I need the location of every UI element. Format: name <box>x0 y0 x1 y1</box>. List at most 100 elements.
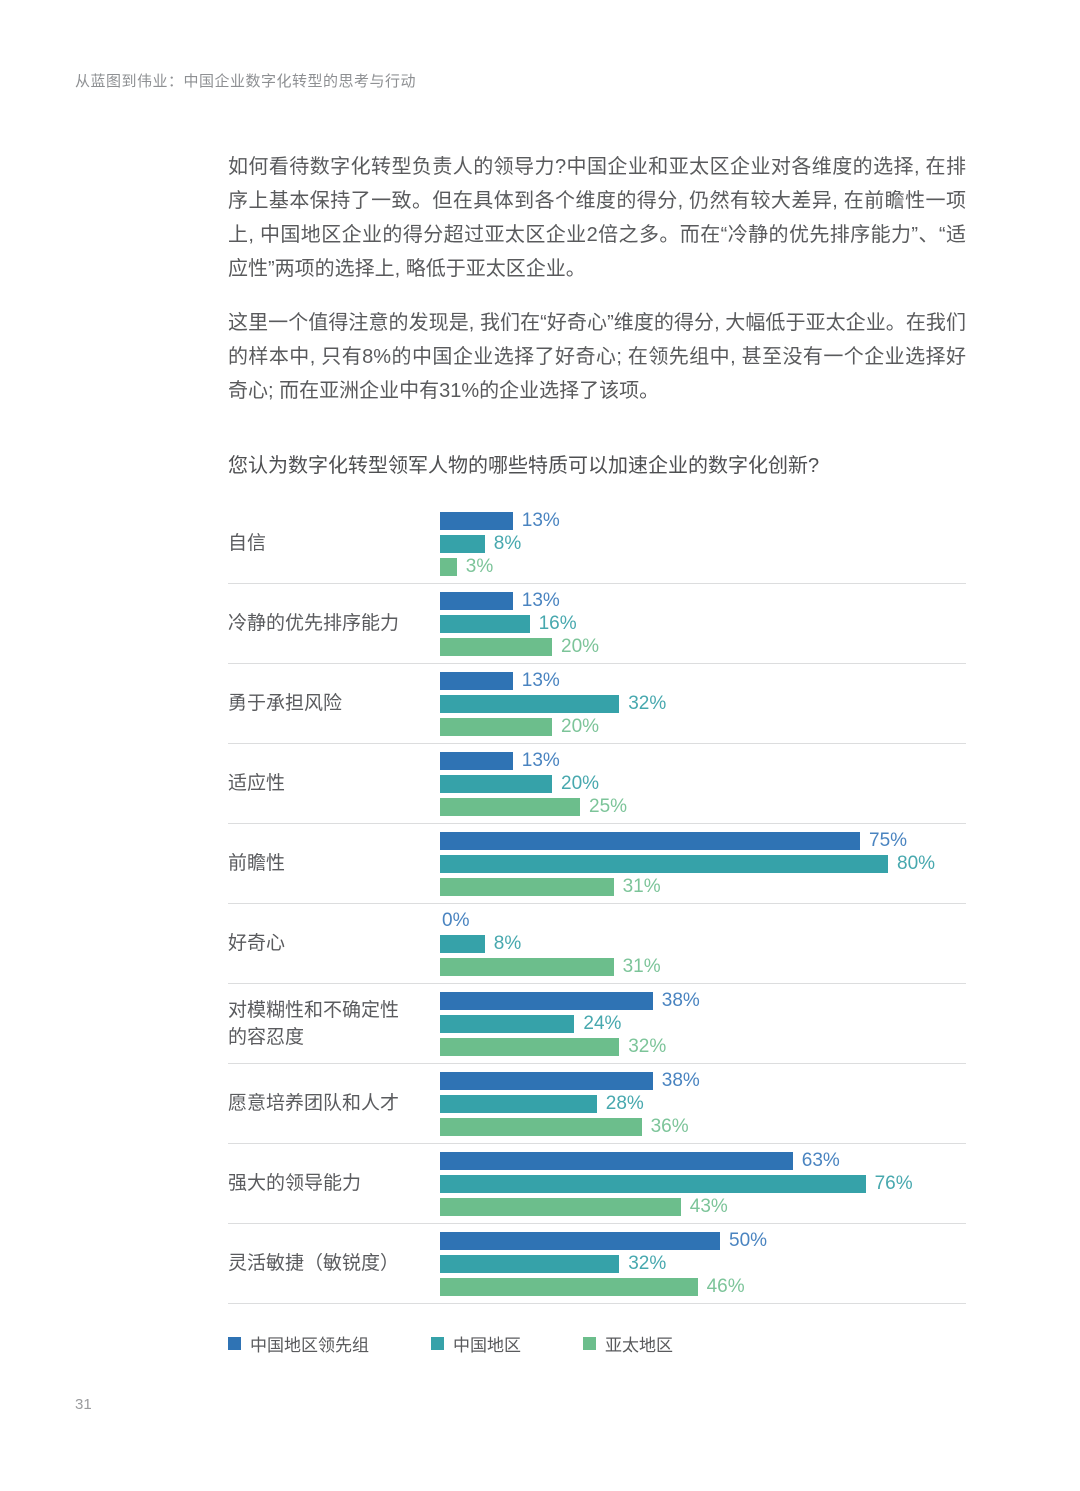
category-label: 勇于承担风险 <box>228 693 343 714</box>
bar-group: 13% 8% 3% <box>440 507 966 581</box>
category-label: 适应性 <box>228 773 286 794</box>
bar-line: 43% <box>440 1195 966 1217</box>
bar-value-label: 38% <box>661 1069 700 1091</box>
bar-value-label: 80% <box>897 852 936 874</box>
bar-series-2 <box>440 934 485 953</box>
chart-row: 勇于承担风险 13% 32% 20% <box>228 664 966 744</box>
bar-series-3 <box>440 717 552 736</box>
category-label: 冷静的优先排序能力 <box>228 613 400 634</box>
bar-line: 50% <box>440 1229 966 1251</box>
bar-line: 31% <box>440 875 966 897</box>
bar-series-2 <box>440 774 552 793</box>
bar-line: 76% <box>440 1172 966 1194</box>
bar-line: 75% <box>440 830 966 851</box>
bar-value-label: 13% <box>521 669 560 691</box>
category-label: 强大的领导能力 <box>228 1173 362 1194</box>
chart-row: 冷静的优先排序能力 13% 16% 20% <box>228 584 966 664</box>
bar-value-label: 16% <box>538 612 577 634</box>
bar-line: 13% <box>440 750 966 771</box>
bar-line: 0% <box>440 910 966 931</box>
bar-group: 13% 16% 20% <box>440 587 966 661</box>
bar-value-label: 31% <box>622 955 661 977</box>
bar-value-label: 32% <box>628 1252 667 1274</box>
bar-series-1 <box>440 1151 793 1170</box>
bar-group: 38% 24% 32% <box>440 987 966 1061</box>
legend-swatch <box>431 1337 444 1350</box>
bar-value-label: 43% <box>689 1195 728 1217</box>
bar-series-2 <box>440 1014 575 1033</box>
bar-series-3 <box>440 797 580 816</box>
bar-series-3 <box>440 1117 642 1136</box>
bar-series-3 <box>440 1277 698 1296</box>
category-label: 愿意培养团队和人才 <box>228 1093 400 1114</box>
category-label: 好奇心 <box>228 933 286 954</box>
bar-line: 32% <box>440 1252 966 1274</box>
bar-series-3 <box>440 877 614 896</box>
category-label: 灵活敏捷（敏锐度） <box>228 1253 400 1274</box>
legend-item: 亚太地区 <box>583 1331 673 1356</box>
category-label: 对模糊性和不确定性的容忍度 <box>228 999 400 1048</box>
legend-label: 亚太地区 <box>605 1336 673 1355</box>
bar-line: 20% <box>440 772 966 794</box>
bar-group: 63% 76% 43% <box>440 1147 966 1221</box>
bar-line: 25% <box>440 795 966 817</box>
bar-value-label: 13% <box>521 589 560 611</box>
bar-value-label: 31% <box>622 875 661 897</box>
bar-value-label: 8% <box>493 932 522 954</box>
bar-line: 13% <box>440 589 966 611</box>
bar-line: 38% <box>440 989 966 1011</box>
bar-group: 13% 20% 25% <box>440 747 966 821</box>
bar-value-label: 24% <box>583 1012 622 1034</box>
bar-series-1 <box>440 1231 720 1250</box>
bar-value-label: 76% <box>874 1172 913 1194</box>
chart-legend: 中国地区领先组 中国地区 亚太地区 <box>228 1331 966 1356</box>
category-label: 前瞻性 <box>228 853 286 874</box>
bar-value-label: 3% <box>465 555 494 577</box>
bar-series-3 <box>440 957 614 976</box>
bar-line: 32% <box>440 1035 966 1057</box>
bar-chart: 自信 13% 8% 3% 冷静的优先排序能力 13% 16% 20% 勇于承担风险 13% 32% 2… <box>228 504 966 1304</box>
bar-value-label: 38% <box>661 989 700 1011</box>
chart-row: 适应性 13% 20% 25% <box>228 744 966 824</box>
bar-group: 0% 8% 31% <box>440 907 966 981</box>
page-content: 如何看待数字化转型负责人的领导力?中国企业和亚太区企业对各维度的选择, 在排序上… <box>228 150 966 1356</box>
bar-series-3 <box>440 1197 681 1216</box>
bar-value-label: 25% <box>589 795 628 817</box>
paragraph-leadership: 如何看待数字化转型负责人的领导力?中国企业和亚太区企业对各维度的选择, 在排序上… <box>228 156 966 280</box>
bar-value-label: 20% <box>561 772 600 794</box>
bar-series-3 <box>440 1037 620 1056</box>
bar-series-1 <box>440 831 860 850</box>
bar-line: 8% <box>440 932 966 954</box>
bar-value-label: 32% <box>628 1035 667 1057</box>
bar-line: 80% <box>440 852 966 874</box>
bar-series-3 <box>440 557 457 576</box>
bar-value-label: 20% <box>561 635 600 657</box>
bar-series-2 <box>440 614 530 633</box>
category-label: 自信 <box>228 533 267 554</box>
bar-line: 3% <box>440 555 966 577</box>
bar-series-1 <box>440 751 513 770</box>
bar-series-1 <box>440 591 513 610</box>
paragraph-curiosity: 这里一个值得注意的发现是, 我们在“好奇心”维度的得分, 大幅低于亚太企业。在我… <box>228 312 966 402</box>
bar-line: 13% <box>440 669 966 691</box>
chart-row: 强大的领导能力 63% 76% 43% <box>228 1144 966 1224</box>
chart-question-title: 您认为数字化转型领军人物的哪些特质可以加速企业的数字化创新? <box>228 455 820 477</box>
chart-row: 好奇心 0% 8% 31% <box>228 904 966 984</box>
bar-group: 75% 80% 31% <box>440 827 966 901</box>
chart-row: 自信 13% 8% 3% <box>228 504 966 584</box>
bar-series-1 <box>440 511 513 530</box>
chart-row: 灵活敏捷（敏锐度） 50% 32% 46% <box>228 1224 966 1304</box>
chart-row: 前瞻性 75% 80% 31% <box>228 824 966 904</box>
bar-value-label: 50% <box>729 1229 768 1251</box>
bar-series-3 <box>440 637 552 656</box>
chart-row: 对模糊性和不确定性的容忍度 38% 24% 32% <box>228 984 966 1064</box>
bar-series-1 <box>440 991 653 1010</box>
bar-series-1 <box>440 1071 653 1090</box>
legend-item: 中国地区 <box>431 1331 521 1356</box>
bar-value-label: 8% <box>493 532 522 554</box>
bar-value-label: 13% <box>521 509 560 531</box>
legend-item: 中国地区领先组 <box>228 1331 369 1356</box>
bar-series-2 <box>440 694 620 713</box>
bar-value-label: 63% <box>801 1149 840 1171</box>
bar-line: 13% <box>440 509 966 531</box>
